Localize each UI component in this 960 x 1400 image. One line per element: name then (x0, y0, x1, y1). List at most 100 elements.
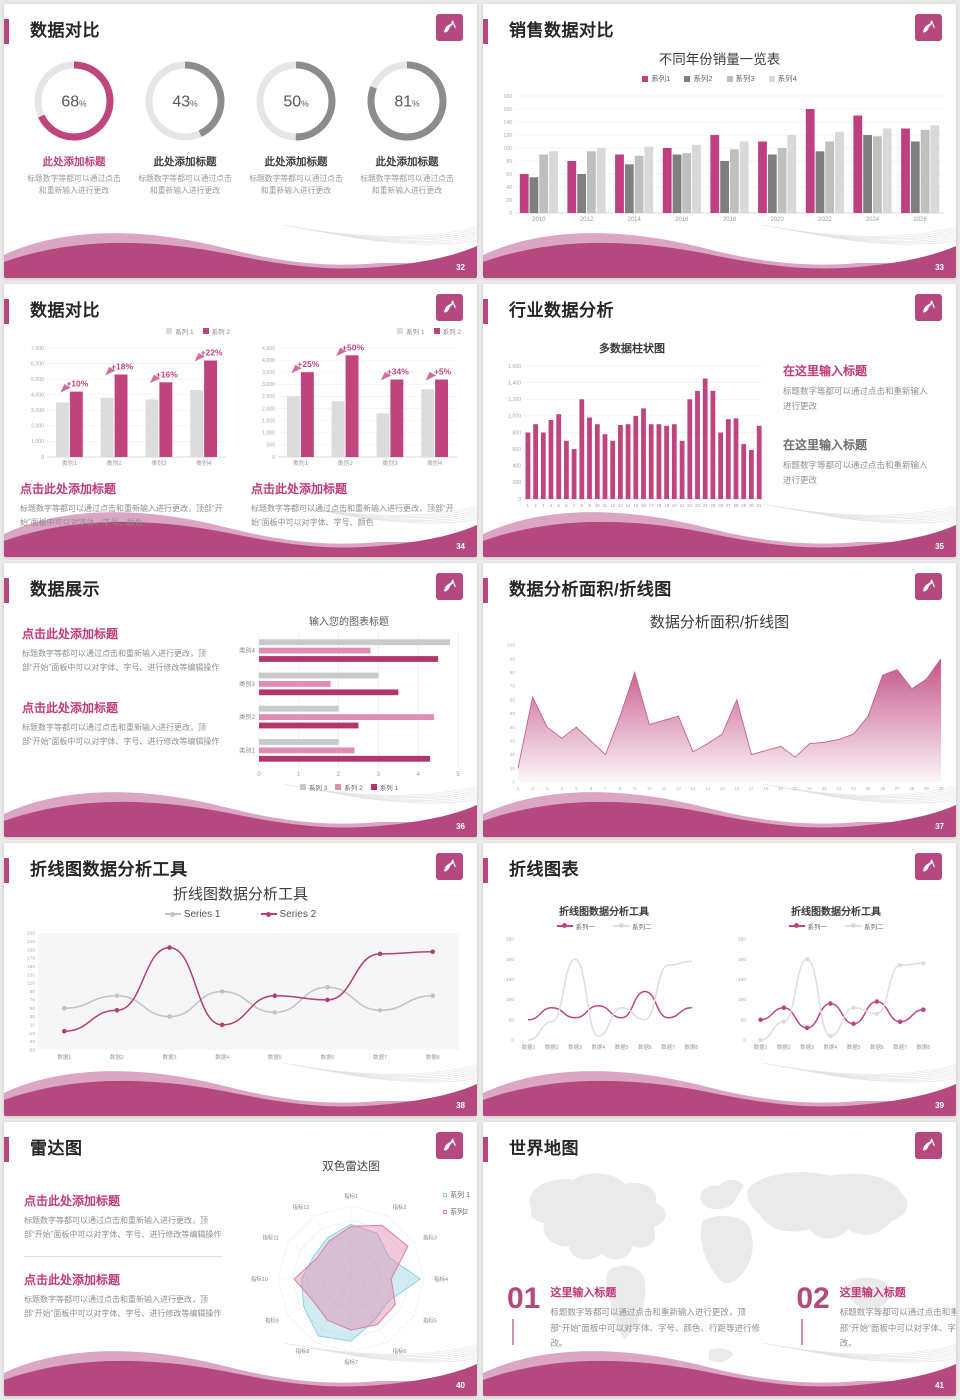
svg-text:200: 200 (512, 480, 521, 486)
slide-header: 数据对比 (4, 293, 477, 328)
item-number: 02 (796, 1282, 830, 1316)
slide-38[interactable]: 折线图数据分析工具 折线图数据分析工具 Series 1 Series 2 -5… (4, 842, 477, 1117)
svg-text:指标8: 指标8 (296, 1347, 310, 1355)
svg-text:200: 200 (506, 957, 514, 963)
svg-text:3: 3 (377, 772, 381, 778)
block-heading: 点击此处添加标题 (251, 481, 348, 496)
svg-text:数据6: 数据6 (321, 1053, 335, 1061)
svg-text:160: 160 (503, 107, 512, 113)
page-number: 34 (456, 542, 465, 552)
slide-39[interactable]: 折线图表 折线图数据分析工具 系列一 系列二 0 50 100 150 200 250 数据… (483, 842, 956, 1117)
brand-logo-icon (915, 14, 942, 41)
svg-text:10: 10 (510, 766, 516, 772)
svg-text:1: 1 (527, 503, 530, 508)
slide-36[interactable]: 数据展示 点击此处添加标题 标题数字等都可以通过点击和重新输入进行更改，顶部“开… (4, 563, 477, 837)
grouped-column-chart: 0 1,000 2,000 3,000 4,000 5,000 6,000 7,000 类别1 类… (20, 340, 230, 468)
slide-header: 雷达图 (4, 1132, 477, 1166)
slide-34[interactable]: 数据对比 系列 1 系列 2 0 1,000 2,000 3,000 4,000 5,00… (4, 283, 477, 558)
svg-text:14: 14 (626, 503, 631, 508)
number-accent-line (512, 1319, 514, 1346)
stat-item: 50% 此处添加标题 标题数字等都可以通过点击和重新输入进行更改 (244, 60, 348, 198)
block-body: 标题数字等都可以通过点击和重新输入进行更改，顶部“开始”面板中可以对字体、字号、… (839, 1307, 956, 1348)
brand-logo-icon (915, 573, 942, 601)
block-heading: 点击此处添加标题 (24, 1194, 121, 1209)
svg-text:18: 18 (657, 503, 662, 508)
svg-text:2018: 2018 (723, 217, 737, 223)
svg-text:100: 100 (507, 643, 515, 649)
legend-item: 系列二 (845, 921, 884, 931)
slide-40[interactable]: 雷达图 点击此处添加标题 标题数字等都可以通过点击和重新输入进行更改，顶部“开始… (4, 1122, 477, 1396)
chart-legend: 系列 1 系列2 (443, 1190, 470, 1217)
number-accent-line (801, 1319, 803, 1346)
page-number: 35 (935, 542, 944, 552)
svg-text:600: 600 (512, 447, 521, 453)
svg-text:8: 8 (619, 786, 622, 791)
page-number: 32 (456, 262, 465, 272)
svg-text:40: 40 (510, 725, 516, 731)
slide-header: 折线图数据分析工具 (4, 852, 477, 887)
legend-swatch (443, 1193, 448, 1198)
title-accent-bar (4, 298, 9, 324)
svg-text:21: 21 (680, 503, 685, 508)
slide-33[interactable]: 销售数据对比 不同年份销量一览表 系列1 系列2 系列3 系列4 0 20 40 60… (483, 4, 956, 278)
chart-title: 输入您的图表标题 (309, 617, 389, 629)
svg-text:0: 0 (743, 1037, 746, 1043)
svg-text:数据7: 数据7 (893, 1043, 907, 1051)
page-number: 36 (456, 821, 465, 831)
svg-text:类别2: 类别2 (239, 713, 255, 721)
svg-text:2022: 2022 (818, 217, 832, 223)
svg-text:0: 0 (257, 772, 261, 778)
legend-label: 系列 1 (175, 328, 194, 336)
title-accent-bar (483, 578, 488, 604)
line-chart: 0 50 100 150 200 250 数据1 数据2 数据3 数据4 数据5 数据6 数据7 数据8 (495, 935, 713, 1053)
svg-text:110: 110 (27, 981, 35, 987)
legend-label: 系列 1 (450, 1192, 470, 1200)
svg-text:4,000: 4,000 (262, 358, 275, 364)
svg-text:0: 0 (509, 211, 512, 217)
legend-swatch (335, 784, 342, 791)
svg-text:数据4: 数据4 (215, 1053, 229, 1061)
svg-text:100: 100 (738, 997, 746, 1003)
legend-swatch (202, 327, 209, 334)
svg-text:27: 27 (726, 503, 731, 508)
svg-text:2,000: 2,000 (262, 406, 275, 412)
brand-logo-icon (436, 293, 463, 321)
stat-body: 标题数字等都可以通过点击和重新输入进行更改 (249, 174, 343, 196)
svg-text:210: 210 (27, 939, 35, 945)
svg-text:7: 7 (573, 503, 576, 508)
svg-text:4,500: 4,500 (262, 345, 275, 351)
svg-text:50: 50 (509, 1017, 515, 1023)
svg-text:指标4: 指标4 (434, 1275, 448, 1283)
slide-content: 数据分析面积/折线图 0 10 20 30 40 50 60 70 80 90 100 1 2 3 4 5 6 7… (483, 563, 956, 837)
svg-text:+22%: +22% (201, 347, 223, 357)
page-title: 折线图表 (509, 859, 579, 879)
svg-text:22: 22 (822, 786, 827, 791)
stat-title: 此处添加标题 (264, 156, 328, 168)
svg-text:数据1: 数据1 (57, 1053, 71, 1061)
legend-item: 系列1 (642, 73, 670, 84)
block-body: 标题数字等都可以通过点击和重新输入进行更改，顶部“开始”面板中可以对字体、字号、… (550, 1307, 761, 1348)
slide-32[interactable]: 数据对比 68% 此处添加标题 标题数字等都可以通过点击和重新输入进行更改 43… (4, 4, 477, 278)
slide-37[interactable]: 数据分析面积/折线图 数据分析面积/折线图 0 10 20 30 40 50 60 70 80 9… (483, 563, 956, 837)
page-number: 38 (456, 1101, 465, 1111)
slide-41[interactable]: 世界地图 01 这里输入标题 标题数字等都可以通过点击和重新输入进行更改，顶部“… (483, 1122, 956, 1396)
block-body: 标题数字等都可以通过点击和重新输入进行更改 (783, 385, 928, 411)
svg-text:3,500: 3,500 (262, 370, 275, 376)
svg-text:-10: -10 (28, 1031, 35, 1037)
donut-chart: 43% (144, 60, 226, 142)
svg-text:30: 30 (30, 1014, 36, 1020)
numbered-item: 01 这里输入标题 标题数字等都可以通过点击和重新输入进行更改，顶部“开始”面板… (507, 1284, 762, 1351)
slide-35[interactable]: 行业数据分析 多数据柱状图 0 200 400 600 800 1,000 1,200 1,4… (483, 283, 956, 558)
legend-item: 系列4 (768, 73, 797, 84)
svg-text:9: 9 (588, 503, 591, 508)
svg-text:10: 10 (30, 1022, 36, 1028)
chart-block-left: 折线图数据分析工具 系列一 系列二 0 50 100 150 200 250 数据1 数据2 数… (495, 903, 713, 1053)
svg-text:数据5: 数据5 (615, 1043, 629, 1051)
svg-text:20: 20 (510, 752, 516, 758)
column-chart: 0 200 400 600 800 1,000 1,200 1,400 1,600 1 2 3 4 5 6 7… (497, 358, 767, 510)
block-body: 标题数字等都可以通过点击和重新输入进行更改，顶部“开始”面板中可以对字体、字号、… (22, 723, 220, 747)
page-title: 雷达图 (30, 1139, 83, 1159)
svg-text:60: 60 (506, 172, 512, 178)
chart-legend: Series 1 Series 2 (4, 909, 477, 920)
svg-text:类别2: 类别2 (106, 459, 122, 467)
